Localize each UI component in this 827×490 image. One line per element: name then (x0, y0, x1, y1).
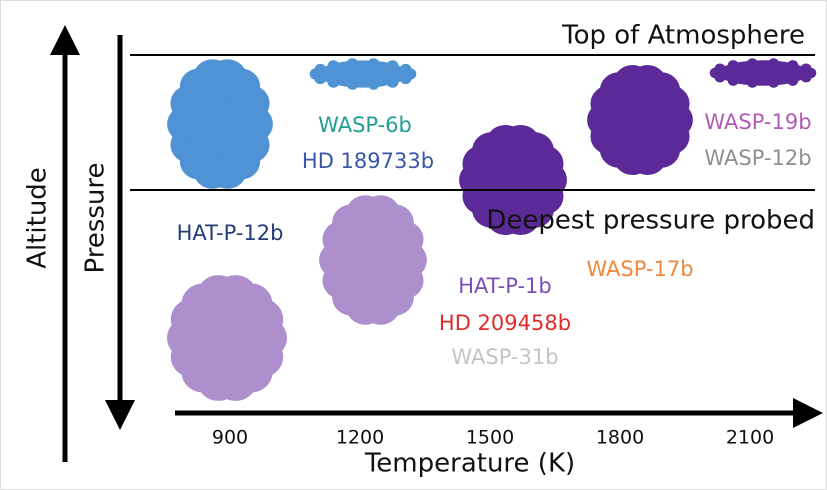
clouds (166, 58, 817, 401)
planet-label: WASP-6b (318, 113, 412, 137)
planet-label: WASP-31b (451, 345, 558, 369)
tick-label: 1800 (596, 427, 644, 449)
cloud (709, 58, 817, 88)
planet-label: WASP-17b (586, 257, 693, 281)
planet-label: HD 189733b (302, 149, 434, 173)
planet-label: HAT-P-12b (177, 221, 284, 245)
cloud (319, 195, 427, 325)
cloud (167, 59, 273, 189)
tick-label: 900 (212, 427, 248, 449)
tick-label: 1500 (466, 427, 514, 449)
cloud (166, 275, 288, 401)
planet-label: HD 209458b (439, 311, 571, 335)
cloud (587, 64, 693, 176)
temperature-label: Temperature (K) (364, 449, 575, 479)
top-label: Top of Atmosphere (561, 21, 805, 51)
planet-label: WASP-12b (704, 146, 811, 170)
pressure-label: Pressure (81, 162, 111, 273)
deepest-label: Deepest pressure probed (486, 206, 815, 236)
cloud (309, 58, 417, 90)
planet-label: WASP-19b (704, 110, 811, 134)
tick-label: 2100 (726, 427, 774, 449)
altitude-label: Altitude (23, 167, 53, 269)
cloud (459, 124, 567, 236)
tick-label: 1200 (336, 427, 384, 449)
planet-label: HAT-P-1b (458, 274, 551, 298)
